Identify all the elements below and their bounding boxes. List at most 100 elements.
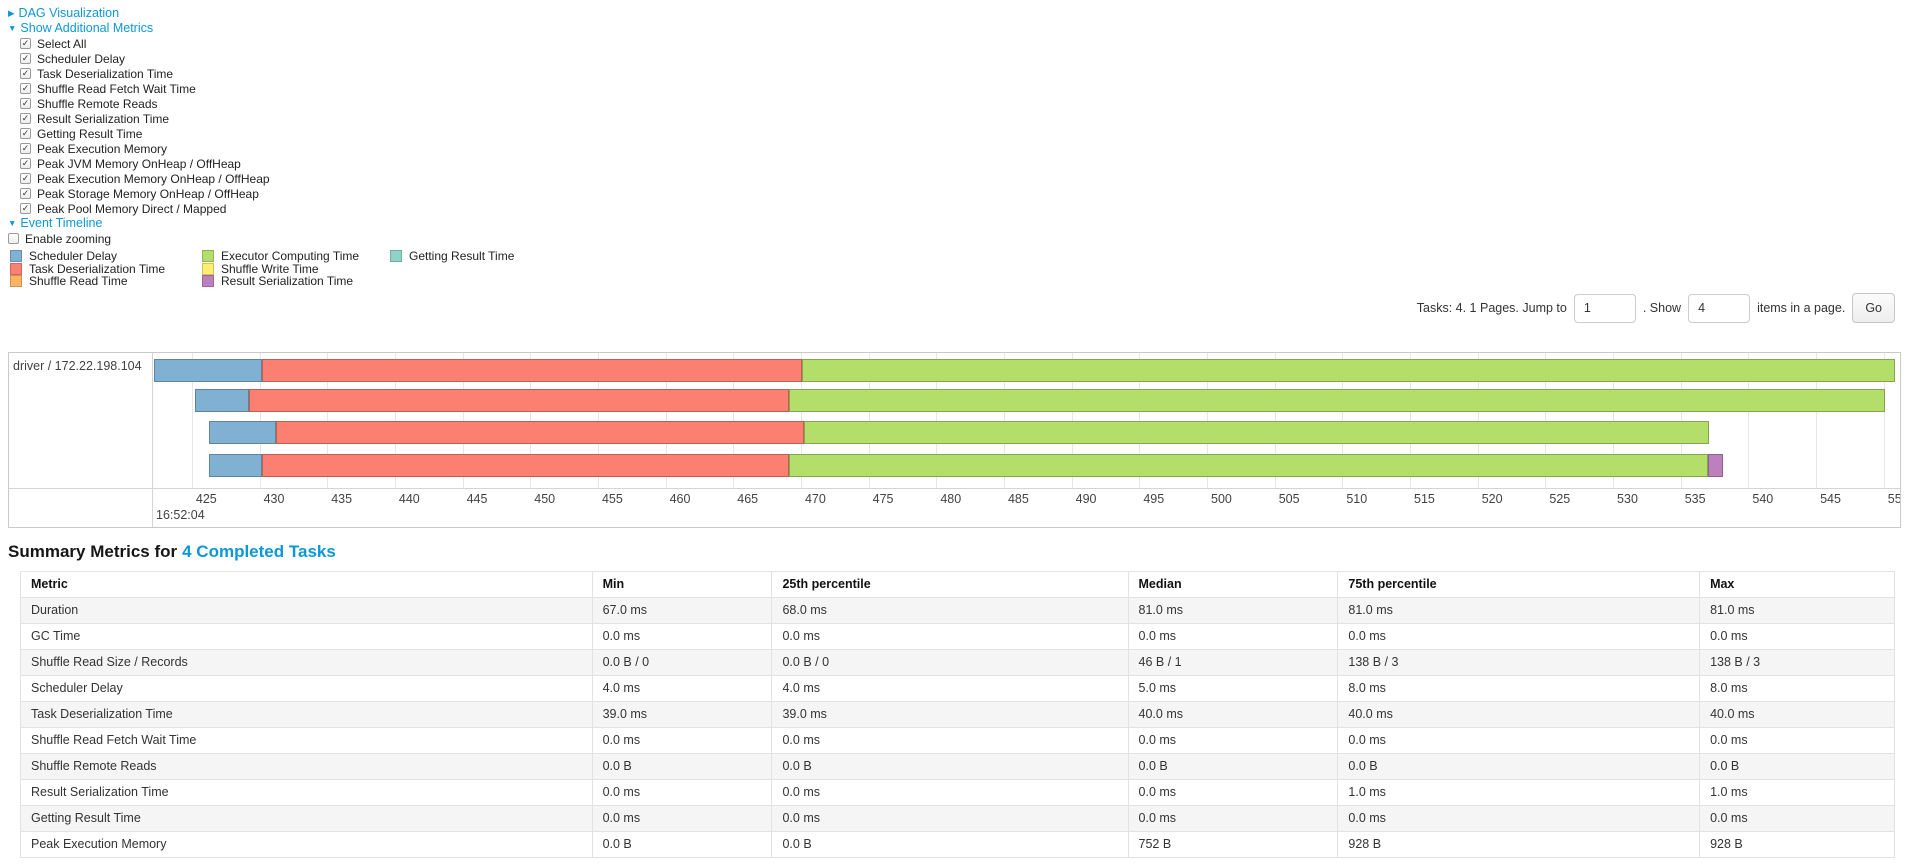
task-bar-segment-scheduler_delay[interactable] [154, 359, 263, 382]
metric-checkbox[interactable]: ✓ [20, 38, 31, 49]
gridline [1207, 353, 1208, 488]
enable-zooming-checkbox[interactable] [8, 233, 19, 244]
timeline-plot [154, 353, 1900, 488]
table-cell: 4.0 ms [771, 675, 1129, 702]
legend-label: Shuffle Read Time [29, 273, 128, 288]
metric-checkbox[interactable]: ✓ [20, 158, 31, 169]
gridline [1139, 353, 1141, 488]
page-size-input[interactable] [1688, 293, 1751, 323]
summary-heading-text: Summary Metrics for [8, 542, 178, 561]
table-cell: 0.0 ms [1699, 727, 1895, 754]
table-row: Scheduler Delay 4.0 ms 4.0 ms 5.0 ms 8.0 ms 8… [20, 675, 1895, 702]
jump-to-page-input[interactable] [1573, 293, 1636, 323]
table-cell: 0.0 ms [771, 805, 1129, 832]
legend-label: Executor Computing Time [221, 249, 360, 264]
table-cell: 4.0 ms [591, 675, 773, 702]
table-cell: 40.0 ms [1337, 701, 1701, 728]
metric-checkbox[interactable]: ✓ [20, 68, 31, 79]
table-cell: Result Serialization Time [20, 779, 593, 806]
task-bar-segment-executor_computing[interactable] [803, 421, 1710, 444]
legend-swatch-shuffle_read [10, 274, 22, 287]
metric-checkbox[interactable]: ✓ [20, 128, 31, 139]
metric-checkbox[interactable]: ✓ [20, 98, 31, 109]
axis-tick-label: 485 [1007, 492, 1029, 506]
table-row: Shuffle Read Fetch Wait Time 0.0 ms 0.0 ms… [20, 727, 1895, 754]
table-cell: 40.0 ms [1127, 701, 1339, 728]
legend-label: Scheduler Delay [29, 249, 118, 264]
show-additional-metrics-toggle[interactable]: ▼ Show Additional Metrics [8, 21, 270, 36]
metric-checkbox-label: Select All [37, 36, 87, 51]
axis-tick-label: 465 [737, 492, 759, 506]
timeline-group-label-column: driver / 172.22.198.104 [9, 353, 153, 527]
column-header: 75th percentile [1337, 571, 1701, 598]
axis-tick-label: 500 [1211, 492, 1232, 506]
table-cell: 0.0 B [591, 753, 773, 780]
metric-checkbox[interactable]: ✓ [20, 143, 31, 154]
metric-checkbox-row: ✓ Task Deserialization Time [20, 66, 270, 81]
task-bar-segment-executor_computing[interactable] [802, 359, 1895, 382]
task-bar-segment-task_deserialization[interactable] [248, 389, 789, 412]
task-bar-segment-executor_computing[interactable] [788, 389, 1886, 412]
legend-column: Executor Computing Time Shuffle Write Tim… [202, 249, 360, 288]
task-bar-segment-task_deserialization[interactable] [262, 359, 803, 382]
dag-visualization-toggle[interactable]: ▶ DAG Visualization [8, 6, 270, 21]
legend-swatch-shuffle_write [202, 262, 214, 275]
task-bar-segment-task_deserialization[interactable] [275, 421, 804, 444]
table-row: Peak Execution Memory 0.0 B 0.0 B 752 B 928 … [20, 831, 1895, 858]
table-cell: 8.0 ms [1699, 675, 1895, 702]
task-bar-segment-result_serialization[interactable] [1707, 454, 1723, 477]
pagination-tasks-text: Tasks: 4. 1 Pages. Jump to [1416, 301, 1567, 315]
metric-checkbox[interactable]: ✓ [20, 83, 31, 94]
table-cell: 39.0 ms [771, 701, 1129, 728]
task-bar-segment-task_deserialization[interactable] [262, 454, 789, 477]
gridline [1071, 353, 1073, 488]
axis-tick-label: 480 [940, 492, 962, 506]
gridline [327, 353, 329, 488]
table-cell: Duration [20, 597, 593, 624]
task-bar-segment-scheduler_delay[interactable] [209, 421, 276, 444]
table-cell: 1.0 ms [1337, 779, 1701, 806]
task-bar-segment-scheduler_delay[interactable] [209, 454, 263, 477]
task-bar-segment-scheduler_delay[interactable] [194, 389, 249, 412]
column-header: Max [1699, 571, 1895, 598]
axis-tick-label: 470 [804, 492, 826, 506]
axis-tick-label: 445 [466, 492, 488, 506]
metric-checkbox[interactable]: ✓ [20, 173, 31, 184]
event-timeline-label: Event Timeline [20, 216, 103, 230]
gridline [1410, 353, 1412, 488]
table-cell: Getting Result Time [20, 805, 593, 832]
event-timeline-toggle[interactable]: ▼ Event Timeline [8, 216, 270, 231]
table-cell: 39.0 ms [591, 701, 773, 728]
gridline [259, 353, 261, 488]
table-cell: 752 B [1127, 831, 1339, 858]
axis-tick-label: 505 [1278, 492, 1300, 506]
table-cell: 67.0 ms [591, 597, 773, 624]
table-cell: Shuffle Remote Reads [20, 753, 593, 780]
metrics-checkbox-list: ✓ Select All ✓ Scheduler Delay ✓ Task Deseria… [20, 36, 270, 216]
metric-checkbox-label: Peak Storage Memory OnHeap / OffHeap [37, 186, 259, 201]
gridline [733, 353, 735, 488]
table-cell: 0.0 ms [1337, 805, 1701, 832]
go-button[interactable]: Go [1852, 293, 1895, 323]
metric-checkbox[interactable]: ✓ [20, 53, 31, 64]
timeline-axis-line [9, 488, 1900, 489]
axis-tick-label: 430 [263, 492, 285, 506]
table-cell: 0.0 ms [591, 779, 773, 806]
axis-tick-label: 455 [601, 492, 623, 506]
table-cell: 0.0 B [591, 831, 773, 858]
metric-checkbox[interactable]: ✓ [20, 188, 31, 199]
task-row [154, 454, 1900, 477]
metric-checkbox[interactable]: ✓ [20, 113, 31, 124]
legend-label: Task Deserialization Time [29, 261, 166, 276]
table-cell: 0.0 ms [1699, 805, 1895, 832]
legend-item: Task Deserialization Time [10, 261, 166, 276]
expanded-arrow-icon: ▼ [8, 218, 17, 228]
axis-tick-label: 495 [1143, 492, 1165, 506]
column-header: Min [591, 571, 773, 598]
axis-tick-label: 510 [1346, 492, 1368, 506]
completed-tasks-link[interactable]: 4 Completed Tasks [182, 542, 336, 561]
axis-tick-label: 535 [1684, 492, 1706, 506]
task-bar-segment-executor_computing[interactable] [788, 454, 1708, 477]
table-cell: 81.0 ms [1699, 597, 1895, 624]
metric-checkbox[interactable]: ✓ [20, 203, 31, 214]
